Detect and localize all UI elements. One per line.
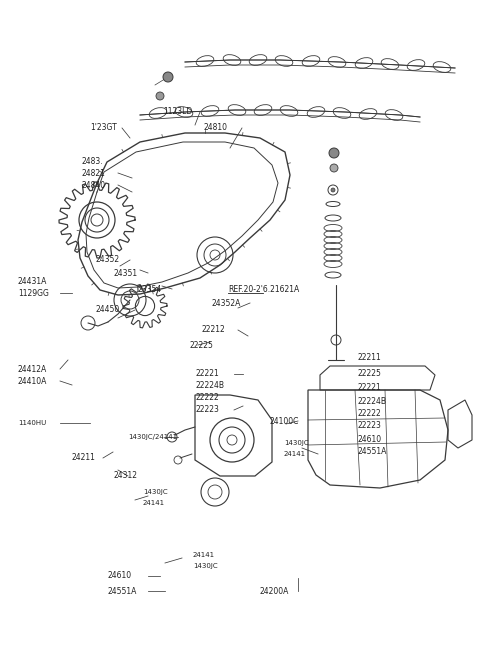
Text: 24551A: 24551A	[107, 587, 136, 595]
Text: 24141: 24141	[143, 500, 165, 506]
Text: 23354: 23354	[138, 284, 162, 294]
Text: 24410A: 24410A	[18, 376, 48, 386]
Text: 22221: 22221	[195, 369, 219, 378]
Text: 24312: 24312	[113, 472, 137, 480]
Circle shape	[331, 188, 335, 192]
Text: 1430JC: 1430JC	[143, 489, 168, 495]
Text: 2483.: 2483.	[82, 156, 104, 166]
Text: REF.20-2'6.21621A: REF.20-2'6.21621A	[228, 284, 299, 294]
Text: 24610: 24610	[107, 572, 131, 581]
Text: 1129GG: 1129GG	[18, 288, 49, 298]
Text: 24810: 24810	[204, 124, 228, 133]
Text: 22223: 22223	[195, 405, 219, 415]
Text: 24610: 24610	[358, 436, 382, 445]
Circle shape	[163, 72, 173, 82]
Text: 22224B: 22224B	[195, 382, 224, 390]
Text: 22211: 22211	[358, 353, 382, 363]
Text: 1430JC: 1430JC	[284, 440, 309, 446]
Text: 22225: 22225	[358, 369, 382, 378]
Text: 24431A: 24431A	[18, 277, 48, 286]
Text: 24840: 24840	[82, 181, 106, 189]
Text: 24351: 24351	[113, 269, 137, 277]
Text: 1'23GT: 1'23GT	[90, 124, 117, 133]
Text: 1123LD: 1123LD	[163, 108, 192, 116]
Text: 24200A: 24200A	[260, 587, 289, 595]
Text: 1430JC/24141: 1430JC/24141	[128, 434, 177, 440]
Text: 1140HU: 1140HU	[18, 420, 46, 426]
Text: 24211: 24211	[72, 453, 96, 463]
Text: 22222: 22222	[195, 394, 219, 403]
Text: 22224B: 22224B	[358, 397, 387, 407]
Text: 24412A: 24412A	[18, 365, 47, 373]
Text: 22225: 22225	[190, 340, 214, 350]
Text: 22221: 22221	[358, 384, 382, 392]
Circle shape	[330, 164, 338, 172]
Text: 24141: 24141	[193, 552, 215, 558]
Text: 22223: 22223	[358, 422, 382, 430]
Text: 24141: 24141	[284, 451, 306, 457]
Text: 24352A: 24352A	[212, 298, 241, 307]
Text: 24450: 24450	[95, 306, 119, 315]
Text: 24821: 24821	[82, 168, 106, 177]
Text: 24551A: 24551A	[358, 447, 387, 457]
Text: 22212: 22212	[202, 325, 226, 334]
Text: 24100C: 24100C	[270, 417, 300, 426]
Text: 24352: 24352	[95, 256, 119, 265]
Text: 1430JC: 1430JC	[193, 563, 217, 569]
Text: 22222: 22222	[358, 409, 382, 419]
Circle shape	[329, 148, 339, 158]
Circle shape	[156, 92, 164, 100]
